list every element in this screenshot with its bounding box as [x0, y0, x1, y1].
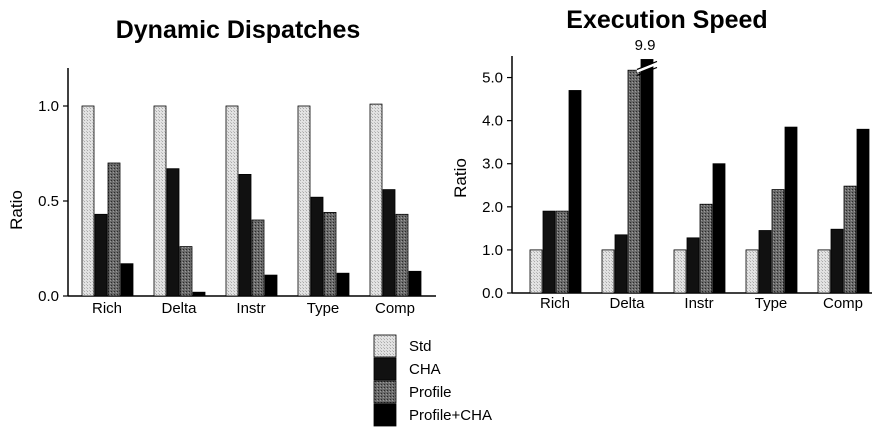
bar-std-type [297, 105, 311, 297]
bar-cha-delta [614, 234, 628, 294]
y-tick-label: 0.5 [38, 193, 59, 210]
bar-cha-instr [686, 237, 700, 294]
bar-profile-delta [179, 246, 193, 297]
legend-label: Profile [409, 384, 452, 401]
bar-profile-type [771, 189, 785, 294]
bars [529, 59, 870, 294]
bar-cha-rich [94, 213, 108, 297]
bar-cha-delta [166, 168, 180, 297]
legend-swatch [373, 334, 397, 358]
bar-cha-type [758, 230, 772, 294]
bar-std-comp [369, 103, 383, 297]
y-tick-label: 2.0 [482, 199, 503, 216]
bar-profile-rich [555, 210, 569, 294]
y-tick-label: 0.0 [38, 288, 59, 305]
legend: Std CHA Profile Profile+CHA [373, 334, 492, 427]
chart-dynamic-dispatches: Dynamic Dispatches Ratio 0.0 0.5 1.0 Rich De… [7, 16, 436, 317]
legend-swatch [373, 403, 397, 427]
x-tick-label: Comp [375, 300, 415, 317]
x-tick-label: Type [307, 300, 340, 317]
y-axis-label: Ratio [7, 190, 26, 230]
bar-profile-cha-rich [568, 90, 582, 294]
bar-std-delta [601, 249, 615, 294]
y-axis-label: Ratio [451, 158, 470, 198]
data-label: 9.9 [635, 37, 656, 54]
bars [81, 103, 422, 297]
x-tick-label: Delta [161, 300, 197, 317]
y-tick-label: 1.0 [38, 98, 59, 115]
bar-profile-instr [251, 219, 265, 297]
bar-profile-cha-type [784, 126, 798, 294]
bar-std-instr [673, 249, 687, 294]
bar-std-comp [817, 249, 831, 294]
bar-profile-rich [107, 162, 121, 297]
bar-profile-cha-instr [712, 163, 726, 294]
x-tick-label: Delta [609, 295, 645, 312]
chart-execution-speed: Execution Speed Ratio 0.0 1.0 2.0 3.0 4.0 5.0… [451, 6, 872, 312]
chart-title: Execution Speed [566, 6, 767, 34]
x-tick-label: Type [755, 295, 788, 312]
bar-profile-type [323, 211, 337, 297]
axis-break-mark [636, 66, 658, 77]
bar-cha-instr [238, 173, 252, 297]
bar-profile-comp [843, 185, 857, 294]
bar-profile-cha-instr [264, 274, 278, 297]
bar-profile-instr [699, 203, 713, 294]
bar-cha-rich [542, 210, 556, 294]
legend-swatch [373, 357, 397, 381]
y-tick-label: 0.0 [482, 285, 503, 302]
bar-profile-cha-comp [856, 128, 870, 294]
y-tick-label: 5.0 [482, 70, 503, 87]
tick-labels: 0.0 0.5 1.0 Rich Delta Instr Type Comp [38, 98, 415, 317]
bar-profile-delta [627, 69, 641, 294]
axis-break-mark [636, 60, 658, 71]
bar-std-rich [81, 105, 95, 297]
axis-break-mark [636, 62, 658, 73]
bar-cha-type [310, 196, 324, 297]
bar-profile-cha-delta [640, 59, 654, 294]
legend-swatch [373, 380, 397, 404]
legend-label: CHA [409, 361, 441, 378]
bar-profile-cha-rich [120, 263, 134, 297]
x-tick-label: Rich [92, 300, 122, 317]
bar-profile-cha-type [336, 272, 350, 297]
bar-cha-comp [830, 228, 844, 294]
x-tick-label: Instr [684, 295, 713, 312]
bar-profile-cha-comp [408, 270, 422, 297]
bar-profile-comp [395, 213, 409, 297]
y-tick-label: 4.0 [482, 113, 503, 130]
legend-label: Std [409, 338, 432, 355]
y-tick-label: 3.0 [482, 156, 503, 173]
chart-title: Dynamic Dispatches [116, 16, 361, 44]
bar-std-type [745, 249, 759, 294]
bar-std-rich [529, 249, 543, 294]
bar-std-delta [153, 105, 167, 297]
bar-profile-cha-delta [192, 291, 206, 297]
y-tick-label: 1.0 [482, 242, 503, 259]
bar-cha-comp [382, 189, 396, 297]
bar-std-instr [225, 105, 239, 297]
legend-label: Profile+CHA [409, 407, 492, 424]
x-tick-label: Instr [236, 300, 265, 317]
x-tick-label: Comp [823, 295, 863, 312]
tick-labels: 0.0 1.0 2.0 3.0 4.0 5.0 Rich Delta Instr Type Comp… [482, 37, 863, 312]
x-tick-label: Rich [540, 295, 570, 312]
